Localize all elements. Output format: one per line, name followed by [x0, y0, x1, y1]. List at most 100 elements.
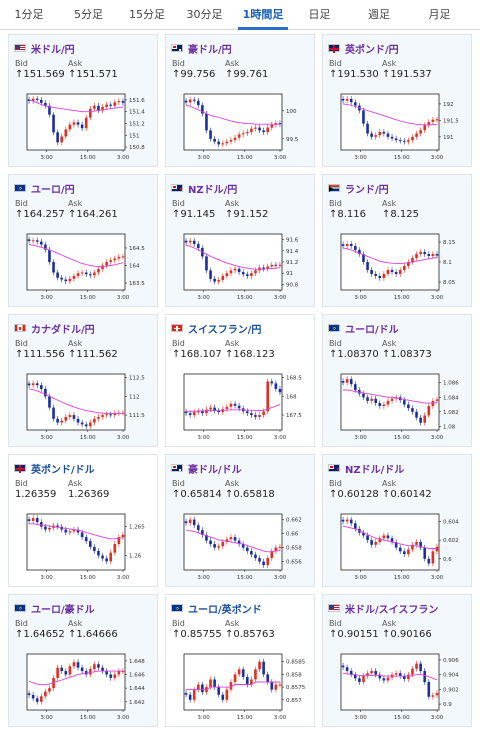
candlestick-chart[interactable]: 100 99.5 3:00 15:00 3:00 — [170, 90, 312, 164]
currency-pair-name[interactable]: スイスフラン/円 — [188, 324, 262, 336]
tab-timeframe[interactable]: 1分足 — [14, 8, 44, 21]
moving-average-line — [186, 681, 280, 691]
candlestick-chart[interactable]: 0.8585 0.858 0.8575 0.857 3:00 15:00 3:00 — [170, 650, 312, 724]
bid-label: Bid — [329, 479, 342, 488]
candle-body — [229, 537, 233, 540]
candlestick-chart[interactable]: 1.648 1.646 1.644 1.642 3:00 15:00 3:00 — [13, 650, 155, 724]
rate-card[interactable]: 英ポンド/円 Bid Ask ↑191.530 ↑191.537 192 191.5 191 3… — [322, 34, 472, 167]
candlestick-chart[interactable]: 0.604 0.602 0.6 3:00 15:00 3:00 — [327, 510, 469, 584]
ask-price: ↑0.65818 — [225, 489, 275, 500]
bid-ask-labels: Bid Ask — [172, 59, 239, 68]
candle-body — [353, 246, 357, 250]
candlestick-chart[interactable]: 112.5 112 111.5 3:00 15:00 3:00 — [13, 370, 155, 444]
y-tick-label: 0.858 — [286, 672, 302, 678]
y-tick-label: 0.658 — [286, 546, 302, 552]
currency-pair-name[interactable]: 豪ドル/円 — [188, 44, 232, 56]
tab-timeframe[interactable]: 5分足 — [74, 8, 103, 21]
rate-card[interactable]: ランド/円 Bid Ask ↑8.116 ↑8.125 8.15 8.1 8.05 3:00 15… — [322, 174, 472, 307]
candlestick-chart[interactable]: 0.906 0.904 0.902 0.9 3:00 15:00 3:00 — [327, 650, 469, 724]
currency-pair-name[interactable]: ユーロ/円 — [31, 184, 75, 196]
currency-pair-name[interactable]: ランド/円 — [345, 184, 389, 196]
currency-pair-name[interactable]: 英ポンド/円 — [345, 44, 399, 56]
x-tick-label: 15:00 — [394, 295, 410, 301]
candle-body — [84, 117, 88, 129]
rate-card[interactable]: 豪ドル/円 Bid Ask ↑99.756 ↑99.761 100 99.5 3:00 15:0… — [165, 34, 315, 167]
currency-pair-name[interactable]: ユーロ/豪ドル — [31, 604, 95, 616]
candle-body — [435, 693, 439, 696]
currency-pair-name[interactable]: NZドル/ドル — [345, 464, 405, 476]
candlestick-chart[interactable]: 91.6 91.4 91.2 91 90.8 3:00 15:00 3:00 — [170, 230, 312, 304]
candlestick-chart[interactable]: 192 191.5 191 3:00 15:00 3:00 — [327, 90, 469, 164]
candle-body — [184, 693, 188, 695]
currency-pair-name[interactable]: カナダドル/円 — [31, 324, 95, 336]
rate-card[interactable]: 英ポンド/ドル Bid Ask 1.26359 1.26369 1.265 1.26 3:00… — [8, 454, 158, 587]
rate-card-header: 豪ドル/ドル — [171, 461, 242, 476]
tab-timeframe[interactable]: 1時間足 — [234, 0, 292, 30]
candle-body — [370, 398, 373, 401]
candle-body — [382, 274, 386, 278]
currency-pair-name[interactable]: 米ドル/円 — [31, 44, 75, 56]
rate-card[interactable]: ユーロ/豪ドル Bid Ask ↑1.64652 ↑1.64666 1.648 1.646 1… — [8, 594, 158, 727]
candlestick-chart[interactable]: 8.15 8.1 8.05 3:00 15:00 3:00 — [327, 230, 469, 304]
tab-timeframe[interactable]: 日足 — [308, 8, 331, 21]
bid-label: Bid — [172, 199, 185, 208]
rate-card[interactable]: NZドル/ドル Bid Ask ↑0.60128 ↑0.60142 0.604 0.602 0… — [322, 454, 472, 587]
candlestick-chart[interactable]: 1.265 1.26 3:00 15:00 3:00 — [13, 510, 155, 584]
candle-body — [390, 270, 394, 272]
rate-card[interactable]: NZドル/円 Bid Ask ↑91.145 ↑91.152 91.6 91.4 91.2 91… — [165, 174, 315, 307]
y-tick-label: 151.2 — [129, 121, 145, 127]
candle-body — [209, 679, 212, 688]
rate-card[interactable]: ユーロ/円 Bid Ask ↑164.257 ↑164.261 164.5 164 163.5… — [8, 174, 158, 307]
rate-card[interactable]: ユーロ/英ポンド Bid Ask ↑0.85755 ↑0.85763 0.8585 0.85… — [165, 594, 315, 727]
rate-card[interactable]: 豪ドル/ドル Bid Ask ↑0.65814 ↑0.65818 0.662 0.66 0.6… — [165, 454, 315, 587]
moving-average-line — [342, 672, 438, 681]
candlestick-chart[interactable]: 168.5 168 167.5 3:00 15:00 3:00 — [170, 370, 312, 444]
currency-pair-name[interactable]: 英ポンド/ドル — [31, 464, 95, 476]
candle-body — [341, 665, 345, 668]
candle-body — [237, 540, 241, 545]
moving-average-line — [343, 389, 438, 404]
candle-body — [213, 544, 216, 548]
rate-card[interactable]: カナダドル/円 Bid Ask ↑111.556 ↑111.562 112.5 112 111… — [8, 314, 158, 447]
candle-body — [431, 695, 435, 697]
candlestick-chart[interactable]: 164.5 164 163.5 3:00 15:00 3:00 — [13, 230, 155, 304]
candle-body — [121, 671, 125, 673]
currency-pair-name[interactable]: 米ドル/スイスフラン — [345, 604, 439, 616]
currency-pair-name[interactable]: NZドル/円 — [188, 184, 238, 196]
candle-body — [423, 415, 427, 423]
candlestick-chart[interactable]: 0.662 0.66 0.658 0.656 3:00 15:00 3:00 — [170, 510, 312, 584]
candle-body — [407, 674, 410, 680]
y-tick-label: 151.6 — [129, 98, 145, 104]
rate-card-header: ユーロ/円 — [14, 181, 75, 196]
rate-card[interactable]: 米ドル/円 Bid Ask ↑151.569 ↑151.571 151.6 151.4 151… — [8, 34, 158, 167]
rate-card[interactable]: ユーロ/ドル Bid Ask ↑1.08370 ↑1.08373 1.086 1.084 1.… — [322, 314, 472, 447]
y-tick-label: 0.904 — [443, 673, 459, 679]
candle-body — [233, 537, 237, 541]
candle-body — [345, 379, 349, 383]
bid-label: Bid — [329, 199, 342, 208]
bid-ask-prices: ↑164.257 ↑164.261 — [15, 209, 118, 220]
rate-card-header: 米ドル/円 — [14, 41, 75, 56]
rate-card[interactable]: 米ドル/スイスフラン Bid Ask ↑0.90151 ↑0.90166 0.906 0.9… — [322, 594, 472, 727]
candle-body — [192, 99, 196, 101]
rate-card[interactable]: スイスフラン/円 Bid Ask ↑168.107 ↑168.123 168.5 168 16… — [165, 314, 315, 447]
candlestick-chart[interactable]: 151.6 151.4 151.2 151 150.8 3:00 15:00 3:00 — [13, 90, 155, 164]
candle-body — [423, 252, 427, 254]
bid-label: Bid — [329, 619, 342, 628]
candle-body — [237, 669, 241, 675]
tab-timeframe[interactable]: 週足 — [368, 8, 390, 21]
currency-pair-name[interactable]: ユーロ/ドル — [345, 324, 399, 336]
tab-timeframe[interactable]: 月足 — [428, 8, 451, 21]
candle-body — [97, 105, 100, 111]
candle-body — [250, 679, 253, 685]
candle-body — [117, 101, 121, 103]
candlestick-chart[interactable]: 1.086 1.084 1.082 1.08 3:00 15:00 3:00 — [327, 370, 469, 444]
tab-timeframe[interactable]: 15分足 — [129, 8, 165, 21]
rate-card-header: NZドル/ドル — [328, 461, 405, 476]
ask-price: ↑99.761 — [225, 69, 269, 80]
tab-timeframe[interactable]: 30分足 — [186, 8, 223, 21]
currency-pair-name[interactable]: ユーロ/英ポンド — [188, 604, 262, 616]
candle-body — [60, 277, 64, 280]
currency-pair-name[interactable]: 豪ドル/ドル — [188, 464, 242, 476]
candle-body — [270, 124, 274, 128]
